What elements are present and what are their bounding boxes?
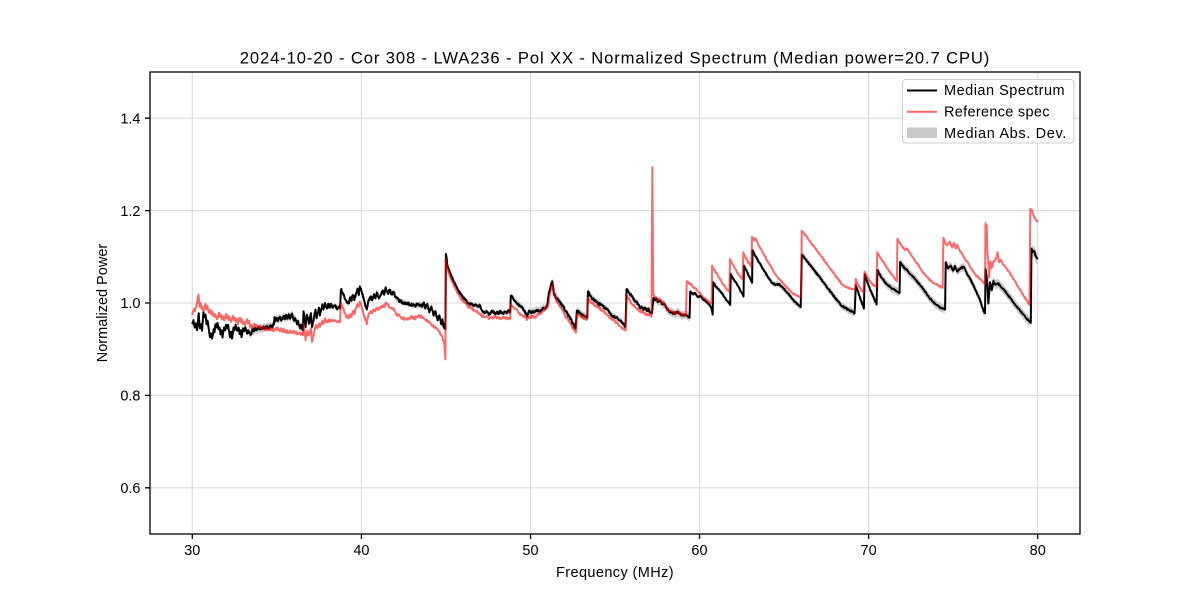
svg-text:Normalized Power: Normalized Power — [95, 244, 111, 363]
svg-text:Median Abs. Dev.: Median Abs. Dev. — [944, 126, 1067, 142]
svg-text:Reference spec: Reference spec — [944, 105, 1050, 121]
svg-text:50: 50 — [522, 543, 538, 559]
svg-text:40: 40 — [353, 543, 369, 559]
svg-text:Median Spectrum: Median Spectrum — [944, 83, 1065, 99]
svg-text:30: 30 — [184, 543, 200, 559]
svg-text:2024-10-20 - Cor 308 - LWA236: 2024-10-20 - Cor 308 - LWA236 - Pol XX -… — [240, 49, 990, 68]
svg-text:1.4: 1.4 — [120, 111, 140, 127]
svg-text:60: 60 — [691, 543, 707, 559]
svg-text:1.0: 1.0 — [120, 296, 140, 312]
svg-text:Frequency (MHz): Frequency (MHz) — [556, 565, 674, 581]
svg-text:80: 80 — [1030, 543, 1046, 559]
svg-text:0.8: 0.8 — [120, 389, 140, 405]
svg-text:1.2: 1.2 — [120, 204, 140, 220]
svg-text:0.6: 0.6 — [120, 481, 140, 497]
svg-text:70: 70 — [861, 543, 877, 559]
